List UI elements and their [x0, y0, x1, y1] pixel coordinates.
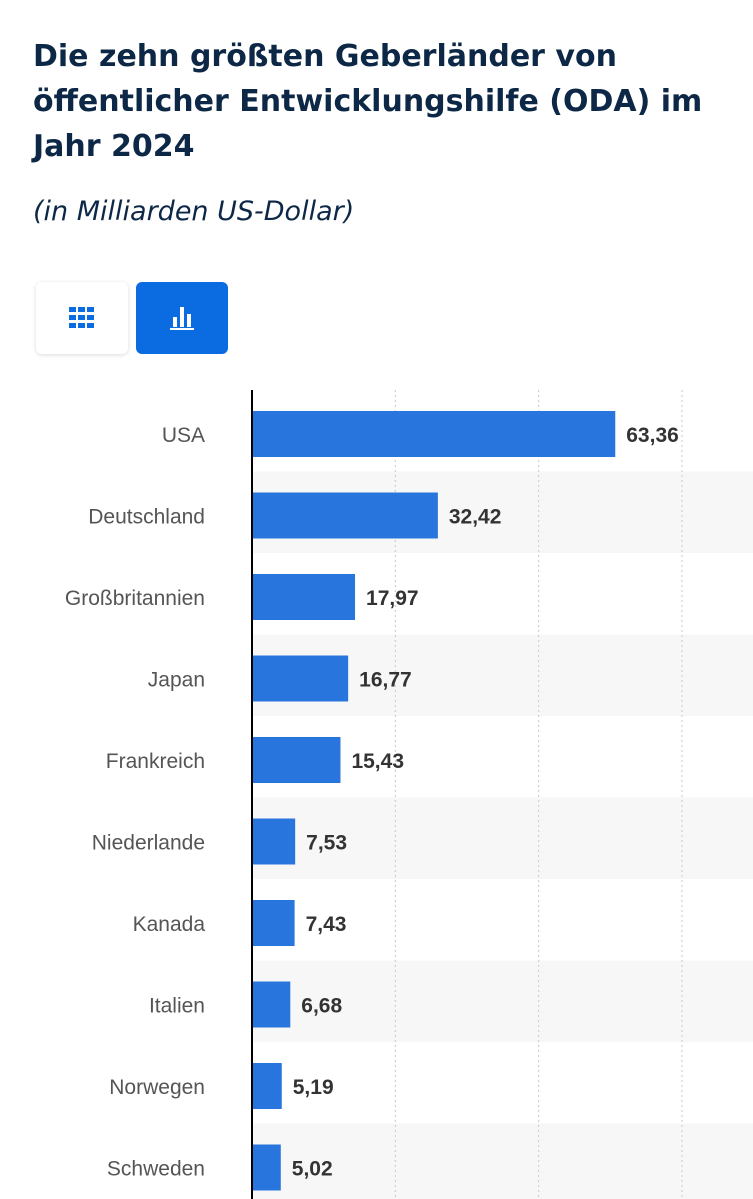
value-label: 32,42: [449, 506, 502, 529]
category-label: Deutschland: [88, 506, 205, 529]
value-label: 7,43: [306, 913, 347, 936]
chart-view-button[interactable]: [136, 282, 228, 354]
value-label: 16,77: [359, 669, 412, 692]
value-label: 5,19: [293, 1076, 334, 1099]
category-label: Großbritannien: [65, 587, 205, 610]
bar-usa[interactable]: [252, 411, 616, 457]
row-stripe: [252, 797, 753, 879]
row-stripe: [252, 1123, 753, 1199]
bar-deutschland[interactable]: [252, 492, 438, 539]
category-label: Frankreich: [106, 750, 205, 773]
chart-subtitle: (in Milliarden US-Dollar): [33, 196, 355, 227]
bar-niederlande[interactable]: [252, 818, 296, 865]
category-label: Schweden: [107, 1158, 205, 1181]
value-label: 6,68: [301, 995, 342, 1018]
bar-chart-icon: [170, 307, 194, 330]
value-label: 17,97: [366, 587, 419, 610]
bar-norwegen[interactable]: [252, 1063, 282, 1109]
grid-table-icon: [69, 307, 94, 328]
value-label: 63,36: [626, 424, 679, 447]
category-label: Italien: [149, 995, 205, 1018]
value-label: 15,43: [351, 750, 404, 773]
bar-japan[interactable]: [252, 655, 349, 702]
value-label: 5,02: [292, 1158, 333, 1181]
category-label: Niederlande: [92, 832, 205, 855]
bar-italien[interactable]: [252, 981, 291, 1028]
bar-chart: USA 63,36 Deutschland 32,42 Großbritannien 17…: [65, 390, 753, 1199]
category-label: Japan: [148, 669, 205, 692]
bar-großbritannien[interactable]: [252, 574, 356, 620]
category-label: USA: [162, 424, 205, 447]
bar-frankreich[interactable]: [252, 737, 341, 783]
category-label: Norwegen: [109, 1076, 205, 1099]
bar-schweden[interactable]: [252, 1144, 281, 1191]
table-view-button[interactable]: [36, 282, 128, 354]
value-label: 7,53: [306, 832, 347, 855]
bar-kanada[interactable]: [252, 900, 295, 946]
chart-title: Die zehn größten Geberländer von öffentl…: [33, 39, 703, 164]
row-stripe: [252, 960, 753, 1042]
category-label: Kanada: [133, 913, 206, 936]
